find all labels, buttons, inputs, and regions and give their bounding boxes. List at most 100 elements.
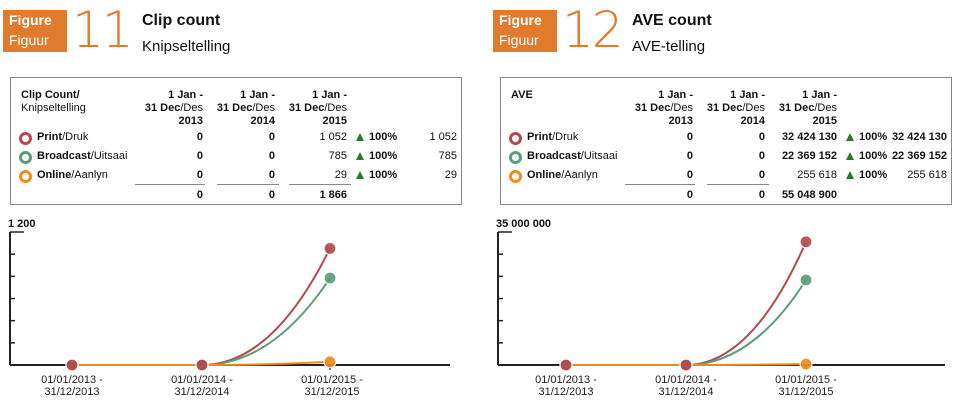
total-rule bbox=[707, 184, 769, 185]
clip-count-chart bbox=[9, 231, 450, 372]
row-label-print: Print/Druk bbox=[527, 131, 579, 143]
figure-title: AVE count bbox=[632, 12, 712, 29]
total-online: 255 618 bbox=[907, 169, 947, 181]
total-broadcast: 22 369 152 bbox=[891, 150, 947, 162]
total-broadcast: 785 bbox=[438, 150, 457, 162]
column-header-2014: 1 Jan - 31 Dec/Des 2014 bbox=[216, 89, 275, 127]
data-point-broadcast bbox=[799, 273, 813, 287]
cell-print-2014: 0 bbox=[268, 131, 275, 143]
up-triangle-icon bbox=[356, 152, 364, 160]
row-label-broadcast: Broadcast/Uitsaai bbox=[37, 150, 128, 162]
table-header-main: AVE bbox=[511, 89, 533, 102]
figure-number: 12 bbox=[562, 1, 624, 59]
table-header-main-bold: AVE bbox=[511, 89, 533, 101]
series-line-broadcast bbox=[566, 279, 807, 366]
pct-print: 100% bbox=[356, 131, 397, 144]
online-legend-dot bbox=[19, 170, 32, 183]
total-2013: 0 bbox=[196, 189, 203, 201]
total-2014: 0 bbox=[758, 189, 765, 201]
data-point-broadcast bbox=[323, 271, 337, 285]
broadcast-legend-dot bbox=[509, 151, 522, 164]
pct-online: 100% bbox=[356, 169, 397, 182]
row-label-print: Print/Druk bbox=[37, 131, 89, 143]
x-tick-label-2015: 01/01/2015 -31/12/2015 bbox=[775, 374, 837, 398]
badge-line1: Figure bbox=[499, 12, 542, 28]
total-print: 32 424 130 bbox=[891, 131, 947, 143]
clip-count-table: Clip Count/ Knipseltelling 1 Jan - 31 De… bbox=[10, 77, 462, 205]
badge-line1: Figure bbox=[9, 12, 52, 28]
cell-online-2013: 0 bbox=[686, 169, 693, 181]
total-2014: 0 bbox=[268, 189, 275, 201]
data-point-print bbox=[323, 241, 337, 256]
print-legend-dot bbox=[19, 132, 32, 145]
cell-online-2014: 0 bbox=[758, 169, 765, 181]
row-label-broadcast: Broadcast/Uitsaai bbox=[527, 150, 618, 162]
cell-online-2014: 0 bbox=[268, 169, 275, 181]
pct-broadcast: 100% bbox=[356, 150, 397, 163]
y-axis-max-label: 35 000 000 bbox=[496, 218, 552, 230]
cell-print-2014: 0 bbox=[758, 131, 765, 143]
total-2015: 1 866 bbox=[319, 189, 347, 201]
total-2013: 0 bbox=[686, 189, 693, 201]
cell-broadcast-2015: 22 369 152 bbox=[781, 150, 837, 162]
total-rule bbox=[135, 184, 205, 185]
table-header-main-sub: Knipseltelling bbox=[21, 102, 86, 114]
figure-subtitle: Knipseltelling bbox=[142, 38, 231, 55]
column-header-2013: 1 Jan - 31 Dec/Des 2013 bbox=[144, 89, 203, 127]
figure-11-panel: Figure Figuur 11 Clip count Knipseltelli… bbox=[0, 0, 470, 408]
figure-subtitle: AVE-telling bbox=[632, 38, 706, 55]
ave-count-chart bbox=[497, 231, 945, 372]
cell-online-2015: 255 618 bbox=[797, 169, 837, 181]
total-rule bbox=[217, 184, 279, 185]
figure-number: 11 bbox=[72, 1, 134, 59]
pct-print: 100% bbox=[846, 131, 887, 144]
data-point-print bbox=[679, 358, 693, 372]
total-online: 29 bbox=[444, 169, 457, 181]
row-label-online: Online/Aanlyn bbox=[37, 169, 108, 181]
badge-line2: Figuur bbox=[9, 32, 49, 48]
column-header-2015: 1 Jan - 31 Dec/Des 2015 bbox=[288, 89, 347, 127]
figure-12-panel: Figure Figuur 12 AVE count AVE-telling A… bbox=[490, 0, 960, 408]
online-legend-dot bbox=[509, 170, 522, 183]
series-line-print bbox=[72, 247, 331, 366]
data-point-online bbox=[323, 355, 337, 369]
up-triangle-icon bbox=[356, 133, 364, 141]
cell-broadcast-2014: 0 bbox=[758, 150, 765, 162]
cell-online-2015: 29 bbox=[334, 169, 347, 181]
column-header-2015: 1 Jan - 31 Dec/Des 2015 bbox=[778, 89, 837, 127]
x-tick-label-2015: 01/01/2015 -31/12/2015 bbox=[301, 374, 363, 398]
up-triangle-icon bbox=[846, 171, 854, 179]
table-header-main-bold: Clip Count/ bbox=[21, 89, 80, 101]
x-tick-label-2013: 01/01/2013 -31/12/2013 bbox=[41, 374, 103, 398]
cell-broadcast-2013: 0 bbox=[196, 150, 203, 162]
up-triangle-icon bbox=[356, 171, 364, 179]
cell-print-2013: 0 bbox=[196, 131, 203, 143]
data-point-print bbox=[559, 358, 573, 372]
x-tick-label-2013: 01/01/2013 -31/12/2013 bbox=[535, 374, 597, 398]
series-line-print bbox=[566, 241, 807, 366]
total-rule bbox=[625, 184, 695, 185]
x-tick-label-2014: 01/01/2014 -31/12/2014 bbox=[171, 374, 233, 398]
cell-online-2013: 0 bbox=[196, 169, 203, 181]
column-header-2014: 1 Jan - 31 Dec/Des 2014 bbox=[706, 89, 765, 127]
total-rule bbox=[289, 184, 351, 185]
cell-print-2015: 32 424 130 bbox=[781, 131, 837, 143]
data-point-print bbox=[65, 358, 79, 372]
print-legend-dot bbox=[509, 132, 522, 145]
cell-broadcast-2013: 0 bbox=[686, 150, 693, 162]
row-label-online: Online/Aanlyn bbox=[527, 169, 598, 181]
cell-print-2013: 0 bbox=[686, 131, 693, 143]
x-tick-label-2014: 01/01/2014 -31/12/2014 bbox=[655, 374, 717, 398]
broadcast-legend-dot bbox=[19, 151, 32, 164]
cell-print-2015: 1 052 bbox=[319, 131, 347, 143]
up-triangle-icon bbox=[846, 133, 854, 141]
column-header-2013: 1 Jan - 31 Dec/Des 2013 bbox=[634, 89, 693, 127]
table-header-main: Clip Count/ Knipseltelling bbox=[21, 89, 86, 115]
pct-online: 100% bbox=[846, 169, 887, 182]
pct-broadcast: 100% bbox=[846, 150, 887, 163]
total-print: 1 052 bbox=[429, 131, 457, 143]
series-line-broadcast bbox=[72, 277, 331, 366]
badge-line2: Figuur bbox=[499, 32, 539, 48]
ave-count-table: AVE 1 Jan - 31 Dec/Des 2013 1 Jan - 31 D… bbox=[500, 77, 952, 205]
figure-badge: Figure Figuur bbox=[493, 10, 557, 52]
